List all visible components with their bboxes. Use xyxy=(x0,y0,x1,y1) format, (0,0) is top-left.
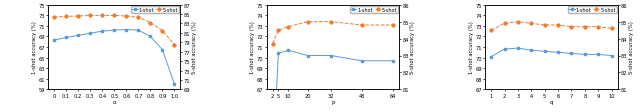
5-shot xyxy=(110,16,118,17)
5-shot xyxy=(358,25,366,26)
5-shot xyxy=(595,27,602,28)
5-shot xyxy=(327,22,335,23)
5-shot xyxy=(541,25,548,26)
Line: 1-shot: 1-shot xyxy=(490,47,613,58)
Y-axis label: 5-shot accuracy (%): 5-shot accuracy (%) xyxy=(410,21,415,74)
Line: 1-shot: 1-shot xyxy=(52,29,176,86)
1-shot xyxy=(304,55,312,57)
X-axis label: p: p xyxy=(331,99,335,104)
1-shot xyxy=(554,52,562,54)
5-shot xyxy=(304,22,312,23)
1-shot xyxy=(514,48,522,49)
Legend: 1-shot, 5-shot: 1-shot, 5-shot xyxy=(131,7,179,13)
5-shot xyxy=(99,16,106,17)
1-shot xyxy=(74,35,82,37)
Line: 1-shot: 1-shot xyxy=(271,50,394,112)
5-shot xyxy=(159,31,166,32)
1-shot xyxy=(595,54,602,56)
5-shot xyxy=(50,17,58,18)
Y-axis label: 5-shot accuracy (%): 5-shot accuracy (%) xyxy=(628,21,634,74)
5-shot xyxy=(581,27,589,28)
5-shot xyxy=(74,16,82,17)
X-axis label: q: q xyxy=(550,99,553,104)
1-shot xyxy=(122,30,130,31)
5-shot xyxy=(269,44,276,45)
Line: 5-shot: 5-shot xyxy=(490,21,613,32)
1-shot xyxy=(99,31,106,32)
1-shot xyxy=(159,50,166,51)
1-shot xyxy=(147,36,154,38)
5-shot xyxy=(568,27,575,28)
1-shot xyxy=(487,56,495,58)
1-shot xyxy=(62,38,70,39)
5-shot xyxy=(554,25,562,26)
X-axis label: α: α xyxy=(113,99,116,104)
Y-axis label: 1-shot accuracy (%): 1-shot accuracy (%) xyxy=(469,21,474,74)
1-shot xyxy=(568,53,575,55)
5-shot xyxy=(389,25,397,26)
1-shot xyxy=(527,50,535,51)
Y-axis label: 5-shot accuracy (%): 5-shot accuracy (%) xyxy=(191,21,196,74)
1-shot xyxy=(134,30,142,31)
Y-axis label: 1-shot accuracy (%): 1-shot accuracy (%) xyxy=(250,21,255,74)
1-shot xyxy=(500,49,508,50)
5-shot xyxy=(487,30,495,31)
5-shot xyxy=(134,18,142,19)
5-shot xyxy=(62,17,70,18)
1-shot xyxy=(608,55,616,57)
Legend: 1-shot, 5-shot: 1-shot, 5-shot xyxy=(568,7,616,13)
1-shot xyxy=(358,61,366,62)
5-shot xyxy=(608,28,616,30)
5-shot xyxy=(147,23,154,24)
1-shot xyxy=(110,30,118,31)
Y-axis label: 1-shot accuracy (%): 1-shot accuracy (%) xyxy=(32,21,36,74)
1-shot xyxy=(284,50,292,51)
5-shot xyxy=(171,45,179,46)
5-shot xyxy=(527,23,535,25)
1-shot xyxy=(581,54,589,56)
5-shot xyxy=(122,16,130,17)
1-shot xyxy=(171,84,179,85)
1-shot xyxy=(50,40,58,41)
Line: 5-shot: 5-shot xyxy=(271,21,394,45)
5-shot xyxy=(275,30,282,31)
5-shot xyxy=(284,27,292,28)
1-shot xyxy=(275,53,282,55)
5-shot xyxy=(500,23,508,25)
1-shot xyxy=(327,55,335,57)
Legend: 1-shot, 5-shot: 1-shot, 5-shot xyxy=(349,7,398,13)
1-shot xyxy=(541,51,548,53)
5-shot xyxy=(86,16,94,17)
Line: 5-shot: 5-shot xyxy=(52,15,176,46)
1-shot xyxy=(389,61,397,62)
1-shot xyxy=(86,33,94,35)
5-shot xyxy=(514,22,522,23)
